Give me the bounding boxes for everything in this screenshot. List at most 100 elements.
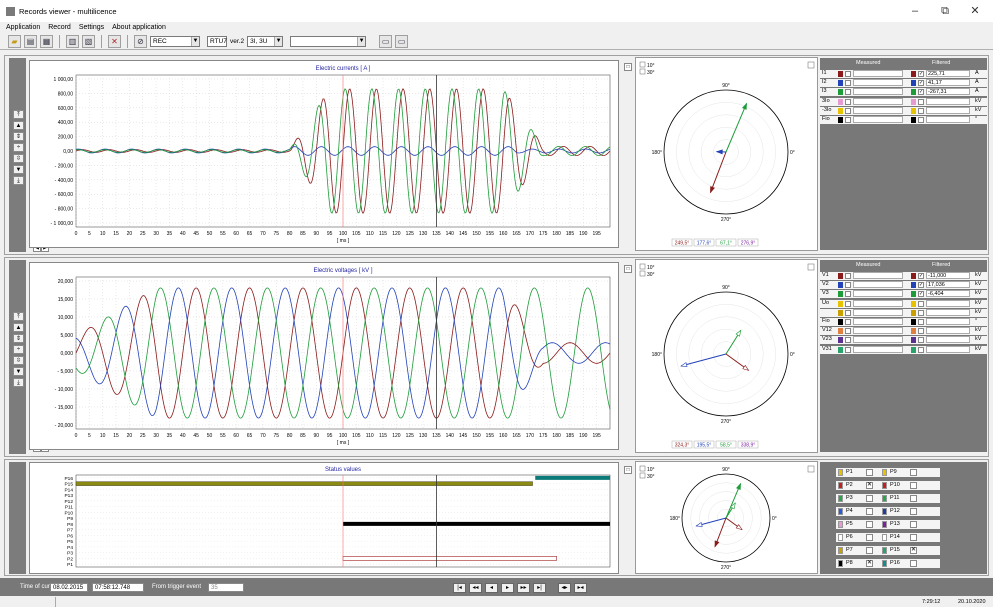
menu-record[interactable]: Record bbox=[48, 23, 71, 31]
zoom-min-button[interactable]: ⤓ bbox=[13, 176, 24, 185]
filtered-checkbox[interactable] bbox=[918, 346, 924, 353]
measured-checkbox[interactable] bbox=[845, 282, 851, 289]
row-label: V3 bbox=[822, 290, 829, 297]
maximize-panel-button[interactable]: □ bbox=[624, 466, 632, 474]
split-view-icon[interactable]: ▧ bbox=[82, 34, 95, 48]
status-plot[interactable]: Status values P16 P15 P14 P13 P12 P11 P10 P9 P8 P7… bbox=[29, 462, 619, 574]
voltages-plot[interactable]: Electric voltages [ kV ] 0 5 10 15 20 25 30 35 40… bbox=[29, 262, 619, 450]
filtered-checkbox[interactable] bbox=[918, 117, 924, 123]
measured-checkbox[interactable] bbox=[845, 71, 851, 77]
minimize-button[interactable]: – bbox=[911, 5, 919, 17]
filtered-checkbox[interactable]: ✓ bbox=[918, 282, 924, 289]
filtered-checkbox[interactable] bbox=[918, 328, 924, 335]
signal-checkbox[interactable] bbox=[910, 521, 917, 528]
open-record-icon[interactable]: ▤ bbox=[24, 34, 37, 48]
zoom-down-button[interactable]: ▼ bbox=[13, 165, 24, 174]
currents-plot[interactable]: Electric currents [ A ] 0 5 10 15 20 25 30 35 40 4… bbox=[29, 60, 619, 248]
table-icon[interactable]: ▦ bbox=[40, 34, 53, 48]
measured-checkbox[interactable] bbox=[845, 117, 851, 123]
last-record-button[interactable]: ▸| bbox=[533, 583, 546, 593]
measured-checkbox[interactable] bbox=[845, 291, 851, 298]
export-icon[interactable]: ▭ bbox=[395, 34, 409, 48]
zoom-in-button[interactable]: ⇕ bbox=[13, 132, 24, 141]
filtered-checkbox[interactable] bbox=[918, 319, 924, 325]
measured-checkbox[interactable] bbox=[845, 273, 851, 279]
menu-about[interactable]: About application bbox=[112, 23, 166, 31]
maximize-panel-button[interactable]: □ bbox=[624, 265, 632, 273]
step-back-button[interactable]: ◂ bbox=[485, 583, 498, 593]
first-record-button[interactable]: |◂ bbox=[453, 583, 466, 593]
filtered-checkbox[interactable]: ✓ bbox=[918, 71, 924, 77]
cursor-time-field[interactable]: 07:58:12.748 bbox=[92, 583, 144, 592]
measured-checkbox[interactable] bbox=[845, 89, 851, 96]
chart-icon[interactable]: ✕ bbox=[108, 34, 121, 48]
signal-checkbox[interactable]: ✕ bbox=[866, 560, 873, 567]
zoom-min-button[interactable]: ⤓ bbox=[13, 378, 24, 387]
image-icon[interactable]: ▭ bbox=[379, 34, 393, 48]
menu-application[interactable]: Application bbox=[6, 23, 41, 31]
signal-checkbox[interactable] bbox=[910, 508, 917, 515]
signal-checkbox[interactable] bbox=[866, 508, 873, 515]
filtered-checkbox[interactable]: ✓ bbox=[918, 273, 924, 279]
zoom-out-button[interactable]: ÷ bbox=[13, 345, 24, 354]
signal-checkbox[interactable] bbox=[866, 521, 873, 528]
measured-checkbox[interactable] bbox=[845, 80, 851, 87]
measured-checkbox[interactable] bbox=[845, 107, 851, 114]
open-folder-icon[interactable]: ▰ bbox=[8, 34, 21, 48]
measured-checkbox[interactable] bbox=[845, 98, 851, 105]
signal-checkbox[interactable] bbox=[910, 534, 917, 541]
measured-checkbox[interactable] bbox=[845, 319, 851, 325]
device-select[interactable]: RTU7 bbox=[207, 35, 227, 47]
zoom-reset-button[interactable]: ⇳ bbox=[13, 356, 24, 365]
zoom-reset-button[interactable]: ⇳ bbox=[13, 154, 24, 163]
measured-checkbox[interactable] bbox=[845, 337, 851, 344]
close-button[interactable]: ✕ bbox=[970, 5, 980, 17]
filtered-checkbox[interactable] bbox=[918, 300, 924, 307]
zoom-fit-button[interactable]: ◂▸ bbox=[558, 583, 571, 593]
signal-checkbox[interactable] bbox=[866, 547, 873, 554]
menu-settings[interactable]: Settings bbox=[78, 23, 105, 31]
restore-button[interactable]: ⧉ bbox=[941, 5, 949, 17]
filtered-checkbox[interactable] bbox=[918, 98, 924, 105]
measured-checkbox[interactable] bbox=[845, 309, 851, 316]
polar-ring bbox=[688, 114, 764, 190]
grid-view-icon[interactable]: ▥ bbox=[66, 34, 79, 48]
signal-checkbox[interactable] bbox=[866, 495, 873, 502]
signal-checkbox[interactable]: ✕ bbox=[910, 547, 917, 554]
step-forward-button[interactable]: ▸ bbox=[501, 583, 514, 593]
fast-forward-button[interactable]: ▸▸ bbox=[517, 583, 530, 593]
signal-checkbox[interactable] bbox=[866, 534, 873, 541]
zoom-expand-button[interactable]: ▸◂ bbox=[574, 583, 587, 593]
filtered-checkbox[interactable] bbox=[918, 107, 924, 114]
zoom-in-button[interactable]: ⇕ bbox=[13, 334, 24, 343]
zoom-max-button[interactable]: ⤒ bbox=[13, 110, 24, 119]
filtered-checkbox[interactable]: ✓ bbox=[918, 291, 924, 298]
filtered-checkbox[interactable] bbox=[918, 309, 924, 316]
signal-checkbox[interactable] bbox=[910, 469, 917, 476]
color-swatch bbox=[838, 300, 843, 307]
measured-checkbox[interactable] bbox=[845, 328, 851, 335]
signal-checkbox[interactable] bbox=[910, 482, 917, 489]
signal-checkbox[interactable] bbox=[866, 469, 873, 476]
cursor-date-field[interactable]: 08.02.2015 bbox=[50, 583, 88, 592]
measured-checkbox[interactable] bbox=[845, 300, 851, 307]
filtered-checkbox[interactable]: ✓ bbox=[918, 89, 924, 96]
phasor-icon[interactable]: ⊘ bbox=[134, 34, 147, 48]
signal-checkbox[interactable] bbox=[910, 560, 917, 567]
zoom-up-button[interactable]: ▲ bbox=[13, 323, 24, 332]
measured-checkbox[interactable] bbox=[845, 346, 851, 353]
filtered-checkbox[interactable]: ✓ bbox=[918, 80, 924, 87]
from-trigger-field[interactable]: 35 bbox=[208, 583, 244, 592]
zoom-max-button[interactable]: ⤒ bbox=[13, 312, 24, 321]
mode-select[interactable]: REC ▼ bbox=[150, 35, 200, 47]
config-select[interactable]: 3I, 3U ▼ bbox=[247, 35, 284, 47]
filtered-checkbox[interactable] bbox=[918, 337, 924, 344]
fast-back-button[interactable]: ◂◂ bbox=[469, 583, 482, 593]
signal-checkbox[interactable]: ✕ bbox=[866, 482, 873, 489]
extra-select[interactable]: ▼ bbox=[290, 35, 367, 47]
zoom-down-button[interactable]: ▼ bbox=[13, 367, 24, 376]
zoom-out-button[interactable]: ÷ bbox=[13, 143, 24, 152]
signal-checkbox[interactable] bbox=[910, 495, 917, 502]
maximize-panel-button[interactable]: □ bbox=[624, 63, 632, 71]
zoom-up-button[interactable]: ▲ bbox=[13, 121, 24, 130]
